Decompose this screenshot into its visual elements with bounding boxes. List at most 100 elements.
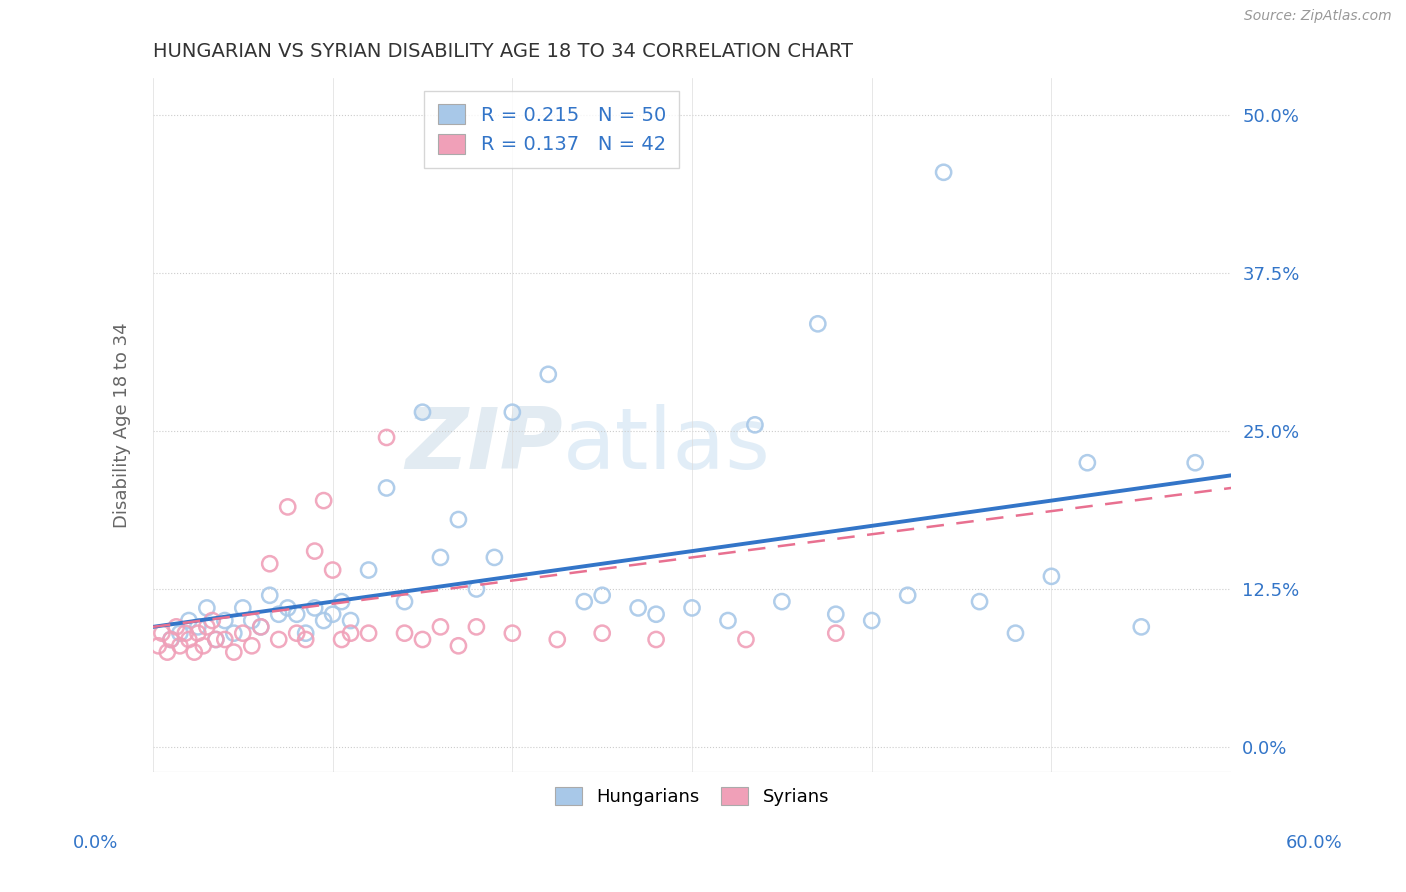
Point (259, 557, 281, 571)
Point (232, 601, 254, 615)
Point (174, 626, 197, 640)
Point (807, 317, 830, 331)
Point (195, 601, 218, 615)
Point (322, 607, 344, 622)
Point (465, 620, 488, 634)
Text: HUNGARIAN VS SYRIAN DISABILITY AGE 18 TO 34 CORRELATION CHART: HUNGARIAN VS SYRIAN DISABILITY AGE 18 TO… (153, 42, 853, 61)
Text: ZIP: ZIP (405, 404, 562, 487)
Point (267, 607, 290, 622)
Y-axis label: Disability Age 18 to 34: Disability Age 18 to 34 (114, 322, 131, 528)
Point (546, 632, 568, 647)
Point (160, 632, 183, 647)
Point (267, 632, 290, 647)
Point (681, 601, 703, 615)
Point (1076, 456, 1098, 470)
Point (294, 626, 316, 640)
Text: Source: ZipAtlas.com: Source: ZipAtlas.com (1244, 9, 1392, 23)
Point (187, 626, 209, 640)
Point (591, 626, 613, 640)
Point (240, 614, 263, 628)
Point (411, 632, 433, 647)
Point (330, 632, 353, 647)
Point (824, 626, 846, 640)
Point (160, 632, 183, 647)
Point (259, 588, 281, 602)
Point (429, 550, 451, 565)
Point (205, 632, 228, 647)
Point (735, 632, 758, 647)
Point (277, 500, 299, 514)
Point (645, 607, 668, 622)
Point (193, 639, 215, 653)
Point (169, 626, 191, 640)
Point (312, 614, 335, 628)
Point (177, 632, 200, 647)
Point (574, 594, 596, 608)
Point (1130, 620, 1153, 634)
Point (222, 626, 245, 640)
Point (501, 626, 523, 640)
Point (285, 607, 308, 622)
Point (277, 601, 299, 615)
Point (205, 632, 228, 647)
Point (232, 626, 254, 640)
Point (177, 614, 200, 628)
Point (537, 368, 560, 382)
Text: 0.0%: 0.0% (73, 834, 118, 852)
Text: atlas: atlas (562, 404, 770, 487)
Point (339, 614, 361, 628)
Point (187, 620, 209, 634)
Point (165, 620, 187, 634)
Point (357, 626, 380, 640)
Point (249, 620, 271, 634)
Point (201, 614, 224, 628)
Point (717, 614, 740, 628)
Point (375, 430, 398, 444)
Point (932, 165, 955, 179)
Point (411, 405, 433, 419)
Point (148, 639, 170, 653)
Point (294, 632, 316, 647)
Point (627, 601, 650, 615)
Point (156, 645, 179, 659)
Point (169, 639, 191, 653)
Point (969, 594, 991, 608)
Point (357, 563, 380, 577)
Point (394, 594, 416, 608)
Point (394, 626, 416, 640)
Point (240, 639, 263, 653)
Point (222, 645, 245, 659)
Point (375, 481, 398, 495)
Point (770, 594, 793, 608)
Point (312, 493, 335, 508)
Legend: Hungarians, Syrians: Hungarians, Syrians (546, 778, 838, 815)
Point (860, 614, 883, 628)
Point (1004, 626, 1026, 640)
Point (183, 645, 205, 659)
Point (484, 550, 506, 565)
Point (591, 588, 613, 602)
Point (150, 626, 173, 640)
Point (285, 626, 308, 640)
Text: 60.0%: 60.0% (1286, 834, 1343, 852)
Point (330, 594, 353, 608)
Point (645, 632, 668, 647)
Point (824, 607, 846, 622)
Point (1040, 569, 1063, 583)
Point (214, 614, 236, 628)
Point (744, 417, 766, 432)
Point (447, 639, 470, 653)
Point (214, 632, 236, 647)
Point (304, 601, 326, 615)
Point (447, 512, 470, 526)
Point (429, 620, 451, 634)
Point (897, 588, 920, 602)
Point (195, 620, 218, 634)
Point (304, 544, 326, 558)
Point (1184, 456, 1206, 470)
Point (322, 563, 344, 577)
Point (249, 620, 271, 634)
Point (501, 405, 523, 419)
Point (339, 626, 361, 640)
Point (465, 582, 488, 596)
